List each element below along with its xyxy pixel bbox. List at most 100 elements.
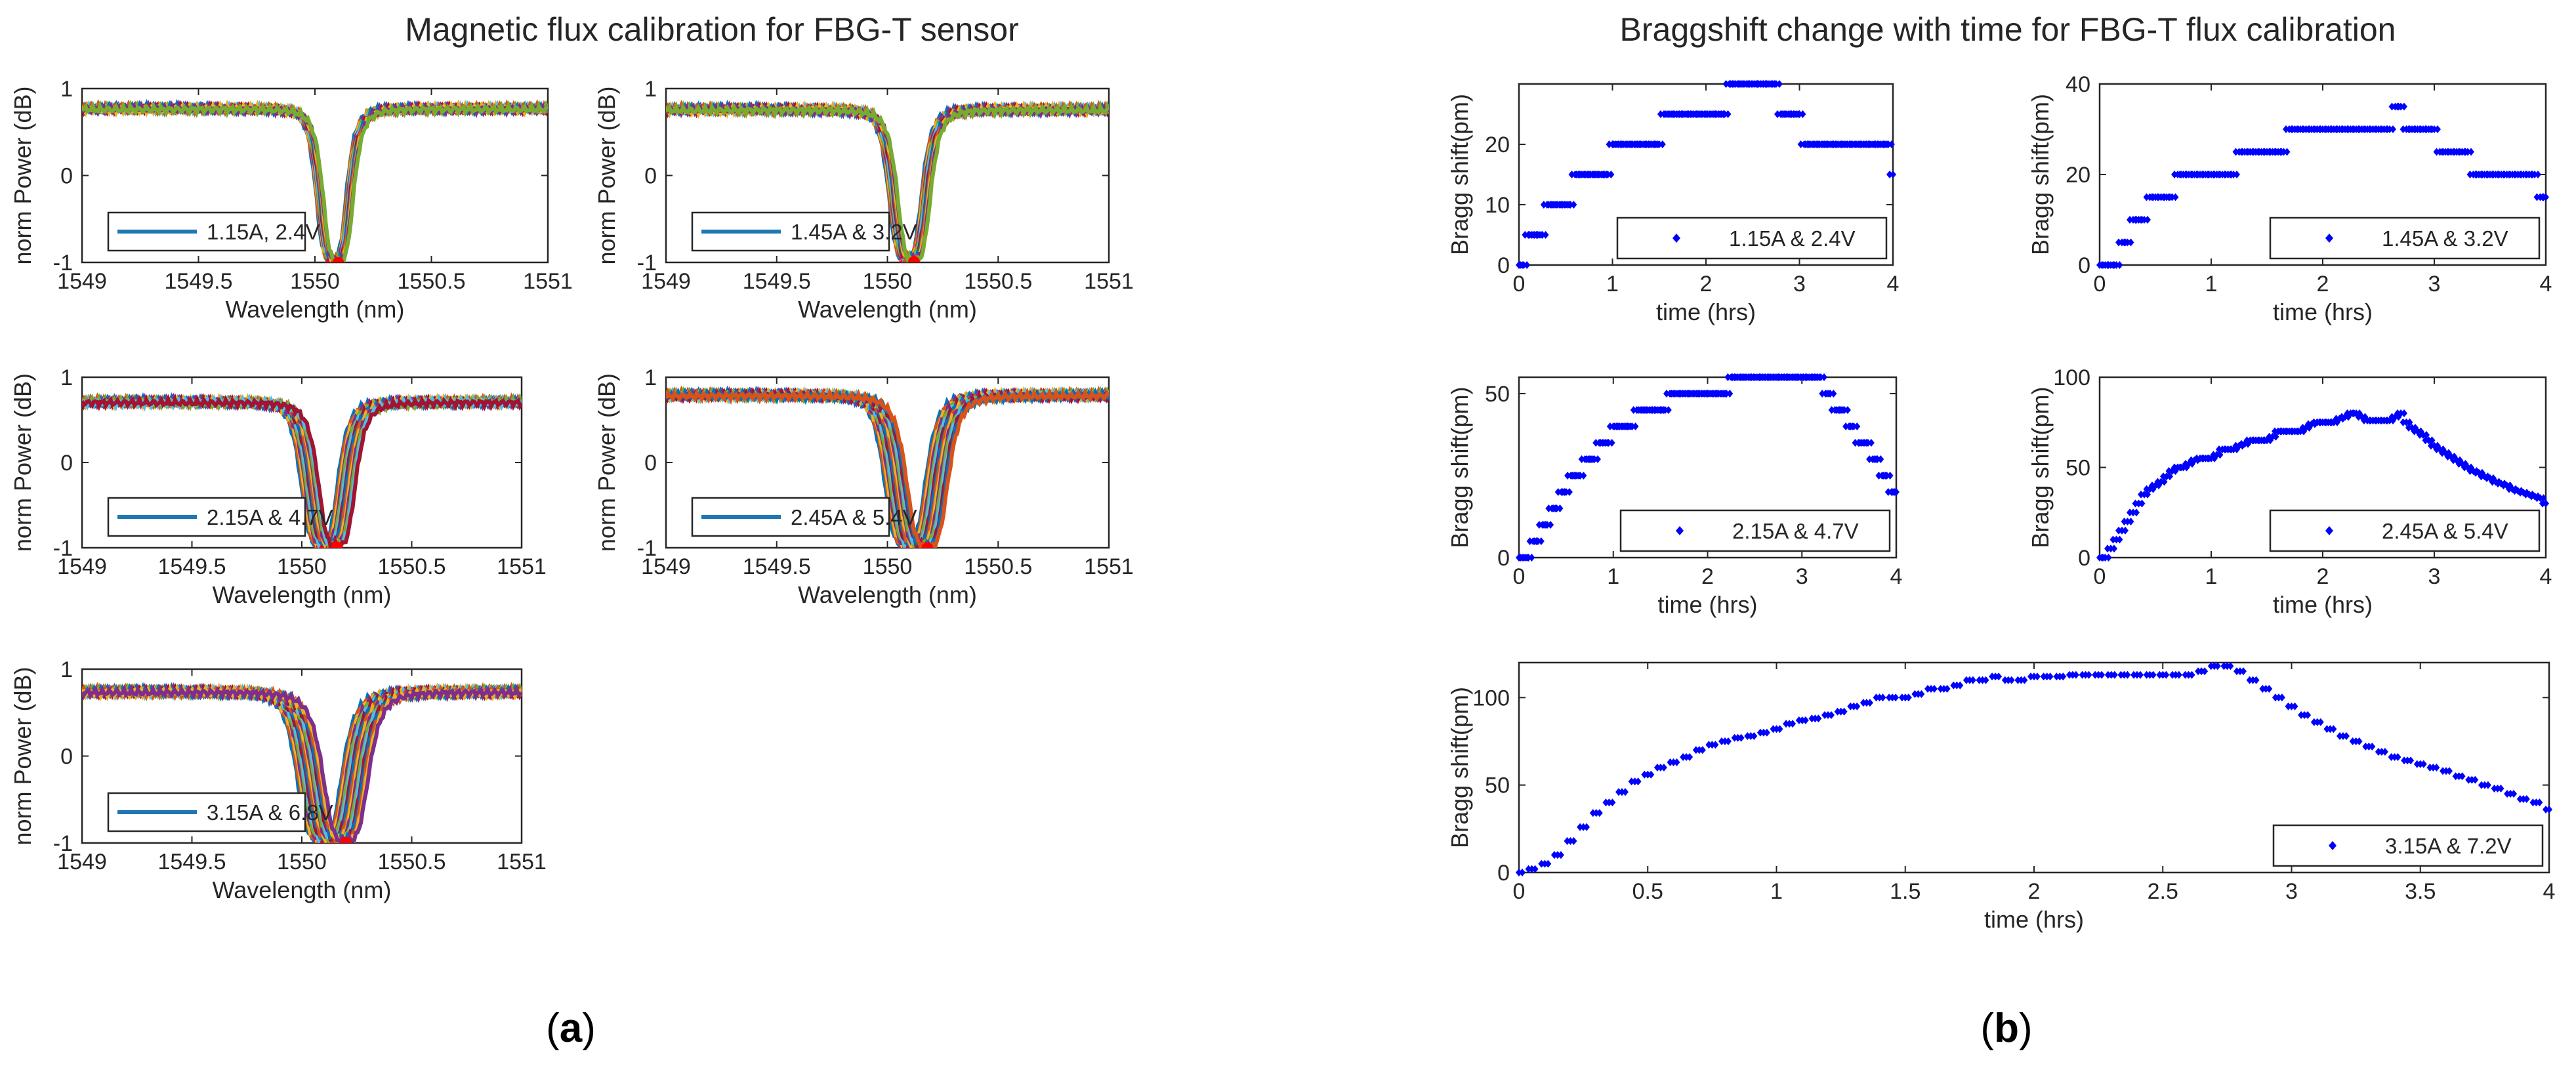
legend-label: 2.15A & 4.7V — [207, 505, 333, 529]
bragg-data-point — [1888, 140, 1895, 148]
bragg-data-point — [1725, 737, 1732, 745]
x-tick-label: 3 — [2285, 879, 2298, 904]
x-tick-label: 1550.5 — [964, 554, 1032, 579]
x-tick-label: 0 — [1513, 272, 1526, 297]
y-tick-label: 0 — [644, 164, 657, 189]
bragg-data-point — [2423, 431, 2430, 439]
bragg-data-point — [1608, 439, 1615, 447]
y-tick-label: 20 — [1485, 133, 1510, 157]
bragg-data-point — [2523, 795, 2530, 803]
x-axis-label: time (hrs) — [1658, 591, 1758, 618]
legend-label: 1.45A & 3.2V — [791, 220, 917, 244]
bragg-data-point — [1547, 521, 1554, 529]
bragg-data-point — [2317, 718, 2324, 726]
x-tick-label: 1549 — [57, 554, 107, 579]
y-axis-label: norm Power (dB) — [9, 86, 36, 264]
bragg-data-point — [1545, 859, 1552, 868]
bragg-data-point — [2401, 409, 2407, 417]
legend: 1.45A & 3.2V — [2269, 216, 2541, 260]
y-axis-label: norm Power (dB) — [9, 667, 36, 845]
x-tick-label: 1550.5 — [398, 269, 466, 294]
bragg-data-point — [2428, 436, 2436, 445]
bragg-data-point — [1840, 707, 1848, 716]
legend: 2.45A & 5.4V — [691, 497, 917, 537]
y-tick-label: 1 — [644, 77, 657, 102]
y-axis-label: norm Power (dB) — [593, 86, 620, 264]
bragg-data-point — [2227, 662, 2234, 670]
bragg-data-point — [2472, 775, 2479, 784]
bragg-data-point — [1660, 764, 1667, 771]
x-tick-label: 0 — [1513, 564, 1526, 589]
bragg-data-point — [1892, 693, 1900, 702]
y-tick-label: 50 — [1485, 382, 1510, 407]
bragg-shift-chart-3: 0 1 2 3 4 0 50 time (hrs) Bragg shift(pm) 2.15A &… — [1446, 373, 1902, 618]
x-tick-label: 4 — [2543, 879, 2556, 904]
x-tick-label: 1550 — [277, 850, 327, 874]
bragg-data-point — [2034, 672, 2041, 681]
x-tick-label: 1550 — [277, 554, 327, 579]
bragg-data-point — [2272, 432, 2279, 441]
bragg-data-point — [1751, 732, 1758, 740]
x-tick-label: 3 — [1796, 564, 1808, 589]
bragg-data-point — [1659, 140, 1666, 148]
x-tick-label: 1549.5 — [165, 269, 233, 294]
legend: 2.15A & 4.7V — [107, 497, 333, 537]
bragg-data-point — [2420, 760, 2427, 768]
x-tick-label: 1549 — [57, 269, 107, 294]
y-tick-label: 0 — [60, 164, 73, 189]
spectrum-trace — [82, 394, 522, 548]
bragg-data-point — [1712, 741, 1719, 749]
x-tick-label: 3 — [2428, 564, 2441, 589]
y-tick-label: 0 — [1497, 861, 1510, 886]
spectrum-traces — [666, 385, 1109, 548]
bragg-data-point — [2138, 499, 2146, 508]
x-axis-label: time (hrs) — [1984, 906, 2084, 933]
bragg-data-point — [1893, 488, 1900, 496]
x-tick-label: 0 — [1513, 879, 1526, 904]
dip-minimum-marker — [921, 542, 934, 548]
x-tick-label: 1549.5 — [158, 554, 226, 579]
x-axis-label: Wavelength (nm) — [798, 296, 977, 323]
bragg-data-point — [1866, 699, 1873, 707]
bragg-data-point — [1821, 373, 1827, 381]
y-tick-label: -1 — [637, 251, 657, 276]
legend-box — [691, 211, 890, 252]
legend: 2.45A & 5.4V — [2269, 509, 2541, 552]
bragg-data-point — [2304, 711, 2312, 719]
bragg-data-point — [1608, 171, 1615, 178]
y-tick-label: 50 — [2066, 456, 2090, 481]
x-tick-label: 0 — [2094, 272, 2106, 297]
bragg-data-point — [2188, 670, 2195, 679]
dip-minimum-marker — [908, 256, 920, 262]
spectrum-chart-3: 1549 1549.5 1550 1550.5 1551 -1 0 1 Wavelength (… — [9, 365, 547, 608]
bragg-data-point — [1943, 685, 1951, 693]
spectrum-traces — [82, 98, 548, 262]
bragg-data-point — [1699, 746, 1706, 754]
bragg-data-point — [1737, 733, 1745, 742]
x-tick-label: 1 — [2205, 564, 2218, 589]
x-tick-label: 2 — [2317, 564, 2329, 589]
bragg-data-point — [2434, 125, 2441, 133]
bragg-data-point — [2291, 702, 2298, 710]
dip-minimum-marker — [332, 257, 344, 262]
legend: 1.15A, 2.4V — [107, 211, 320, 252]
bragg-data-point — [1776, 725, 1783, 733]
bragg-data-point — [1622, 788, 1629, 796]
spectrum-trace — [82, 684, 522, 843]
bragg-data-point — [1583, 823, 1590, 831]
x-tick-label: 2 — [1700, 272, 1713, 297]
x-tick-label: 0.5 — [1632, 879, 1663, 904]
x-tick-label: 4 — [1890, 564, 1903, 589]
bragg-data-point — [1556, 504, 1564, 512]
bragg-data-point — [1632, 422, 1639, 430]
y-tick-label: 0 — [2078, 253, 2090, 278]
legend-label: 2.15A & 4.7V — [1732, 519, 1859, 543]
bragg-data-point — [2433, 764, 2440, 771]
panel-a-label: (a) — [546, 1006, 596, 1051]
legend-box — [1616, 216, 1888, 260]
bragg-data-point — [2124, 670, 2131, 679]
bragg-data-point — [1789, 720, 1797, 728]
bragg-data-point — [2127, 238, 2134, 247]
bragg-data-point — [2369, 743, 2376, 750]
y-tick-label: -1 — [637, 536, 657, 561]
